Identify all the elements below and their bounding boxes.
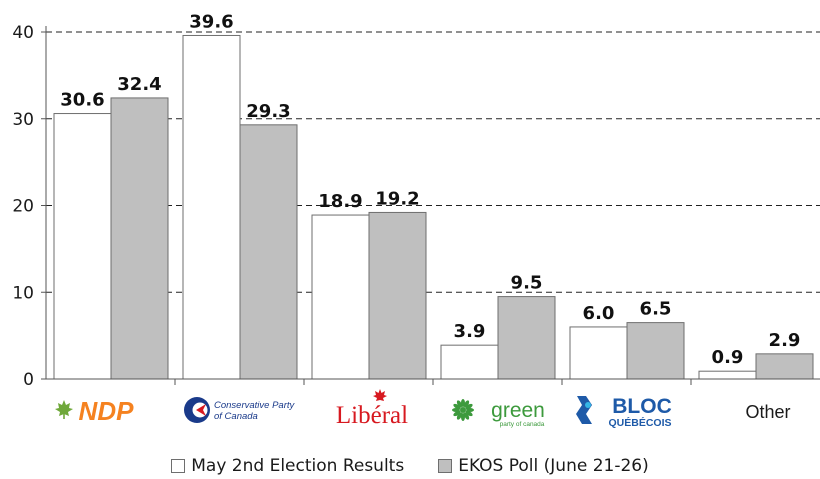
- legend-swatch-election: [171, 459, 186, 473]
- bloc-fleur-icon: [576, 396, 592, 424]
- conservative-c-icon: [184, 397, 210, 423]
- bar: [311, 214, 370, 380]
- value-labels: 30.6 32.4 39.6 29.3 18.9 19.2 3.9 9.5 6.0 6.5 0.9 2…: [60, 11, 800, 368]
- category-logo-bloc: BLOC QUÉBÉCOIS: [576, 395, 672, 429]
- data-label: 6.0: [583, 303, 615, 324]
- chart-legend: May 2nd Election Results EKOS Poll (June…: [0, 454, 820, 478]
- bar: [368, 211, 427, 380]
- gridlines: [46, 31, 820, 293]
- data-label: 18.9: [318, 191, 362, 212]
- legend-label-election: May 2nd Election Results: [191, 456, 405, 476]
- conservative-logo-line2: of Canada: [214, 411, 258, 422]
- bar: [182, 34, 241, 380]
- data-label: 2.9: [769, 330, 801, 351]
- data-label: 9.5: [511, 273, 543, 294]
- bar: [698, 370, 757, 380]
- conservative-logo-line1: Conservative Party: [214, 400, 296, 411]
- data-label: 29.3: [246, 101, 290, 122]
- y-tick-label: 10: [12, 283, 34, 303]
- bar: [110, 97, 169, 380]
- green-flower-icon: [452, 399, 474, 421]
- green-logo-subtext: party of canada: [500, 421, 545, 428]
- ndp-logo-text: NDP: [79, 396, 135, 426]
- bloc-logo-line1: BLOC: [612, 395, 672, 418]
- bloc-logo-line2: QUÉBÉCOIS: [608, 416, 671, 429]
- data-label: 6.5: [640, 299, 672, 320]
- bar: [755, 353, 814, 380]
- green-logo-text: green: [491, 399, 545, 422]
- legend-label-ekos: EKOS Poll (June 21-26): [458, 456, 649, 476]
- category-logo-green: green party of canada: [452, 399, 545, 428]
- category-logo-ndp: NDP: [55, 396, 134, 426]
- data-label: 39.6: [189, 11, 233, 32]
- y-tick-label: 0: [23, 370, 34, 390]
- axes: 0 10 20 30 40: [12, 23, 820, 390]
- data-label: 0.9: [712, 347, 744, 368]
- bar: [497, 296, 556, 380]
- category-logo-conservative: Conservative Party of Canada: [184, 397, 296, 423]
- bar: [440, 344, 499, 380]
- y-tick-label: 40: [12, 23, 34, 43]
- category-label-other: Other: [745, 402, 790, 422]
- legend-item-election: May 2nd Election Results: [171, 456, 404, 476]
- y-tick-label: 20: [12, 197, 34, 217]
- data-label: 32.4: [117, 74, 161, 95]
- data-label: 19.2: [375, 188, 419, 209]
- data-label: 3.9: [454, 321, 486, 342]
- legend-swatch-ekos: [438, 459, 453, 473]
- bar: [569, 326, 628, 380]
- data-label: 30.6: [60, 90, 104, 111]
- bar: [626, 322, 685, 380]
- bar: [239, 124, 298, 380]
- category-logo-liberal: Libéral: [336, 389, 408, 429]
- maple-leaf-icon: [373, 389, 387, 401]
- bar: [53, 113, 112, 380]
- legend-item-ekos: EKOS Poll (June 21-26): [438, 456, 649, 476]
- y-tick-label: 30: [12, 110, 34, 130]
- liberal-logo-text: Libéral: [336, 402, 408, 429]
- maple-leaf-icon: [55, 400, 73, 419]
- bars: [53, 34, 814, 380]
